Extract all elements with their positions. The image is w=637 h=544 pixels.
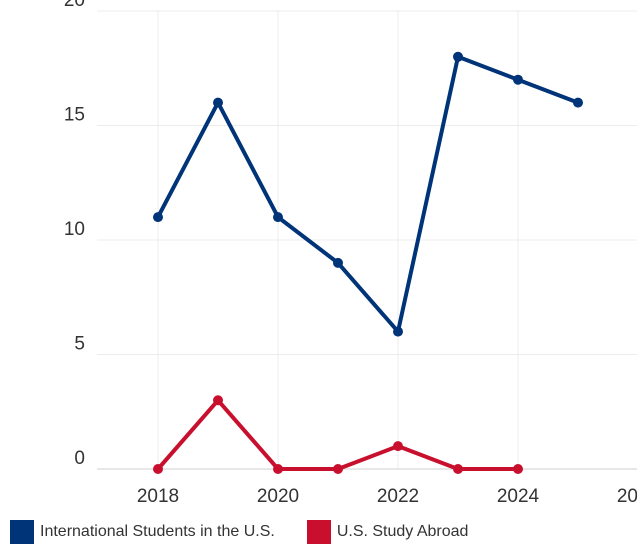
- data-point: [333, 464, 343, 474]
- data-point: [453, 464, 463, 474]
- y-tick-label: 15: [64, 105, 85, 126]
- series-line: [156, 398, 520, 471]
- data-point: [333, 257, 343, 268]
- data-point: [273, 212, 283, 223]
- data-point: [393, 441, 403, 452]
- data-point: [453, 51, 463, 62]
- data-point: [213, 395, 223, 406]
- x-tick-label: 2018: [137, 486, 179, 507]
- series-line: [156, 54, 580, 334]
- y-axis: 0 5 10 15 20: [64, 0, 85, 469]
- legend-label: International Students in the U.S.: [40, 523, 275, 540]
- x-tick-label: 2020: [257, 486, 299, 507]
- data-point: [153, 464, 163, 474]
- data-point: [393, 326, 403, 337]
- x-tick-label: 2024: [497, 486, 540, 507]
- chart-area: 0 5 10 15 20 2018 2020 2022 2024 2026: [64, 0, 637, 507]
- legend-label: U.S. Study Abroad: [336, 523, 469, 540]
- series-group: [153, 51, 583, 474]
- data-point: [213, 97, 223, 108]
- legend-item-us-study-abroad[interactable]: U.S. Study Abroad: [306, 520, 469, 544]
- x-axis: 2018 2020 2022 2024 2026: [137, 486, 637, 507]
- data-point: [153, 212, 163, 223]
- legend-swatch: [306, 520, 331, 544]
- y-tick-label: 5: [74, 334, 85, 355]
- data-point: [273, 464, 283, 474]
- data-point: [513, 74, 523, 85]
- y-tick-label: 20: [64, 0, 85, 11]
- data-point: [513, 464, 523, 474]
- x-tick-label: 2026: [617, 486, 637, 507]
- grid-lines: [97, 10, 637, 470]
- y-tick-label: 0: [74, 448, 85, 469]
- legend: International Students in the U.S. U.S. …: [10, 520, 500, 544]
- legend-item-international-students[interactable]: International Students in the U.S.: [10, 520, 275, 544]
- legend-swatch: [10, 520, 34, 544]
- y-tick-label: 10: [64, 219, 85, 240]
- x-tick-label: 2022: [377, 486, 419, 507]
- line-chart: 0 5 10 15 20 2018 2020 2022 2024 2026: [64, 0, 637, 507]
- data-point: [573, 97, 583, 108]
